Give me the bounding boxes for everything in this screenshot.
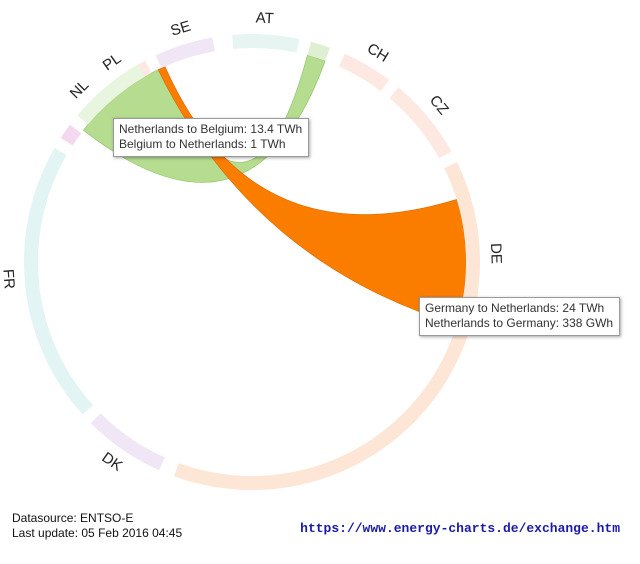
arc-fr[interactable] — [23, 148, 93, 415]
tooltip-germany-netherlands: Germany to Netherlands: 24 TWh Netherlan… — [419, 297, 621, 336]
label-nl: NL — [67, 77, 93, 103]
ribbon-germany-netherlands[interactable] — [157, 66, 467, 325]
label-fr: FR — [0, 268, 18, 289]
arc-nl[interactable] — [77, 64, 145, 125]
arc-ch[interactable] — [339, 53, 390, 92]
label-pl: PL — [100, 50, 125, 74]
tooltip-netherlands-belgium: Netherlands to Belgium: 13.4 TWh Belgium… — [113, 118, 310, 157]
footer: Datasource: ENTSO-E Last update: 05 Feb … — [12, 511, 182, 541]
datasource-text: Datasource: ENTSO-E — [12, 511, 134, 525]
label-cz: CZ — [426, 92, 452, 118]
arc-unlabeled-3[interactable] — [307, 41, 330, 61]
last-update-text: Last update: 05 Feb 2016 04:45 — [12, 526, 183, 540]
tooltip-line: Netherlands to Germany: 338 GWh — [425, 316, 614, 330]
label-at: AT — [255, 9, 274, 27]
arc-at[interactable] — [232, 34, 300, 53]
arc-dk[interactable] — [90, 413, 165, 471]
arc-unlabeled-9[interactable] — [60, 124, 82, 146]
label-se: SE — [169, 18, 193, 40]
tooltip-line: Germany to Netherlands: 24 TWh — [425, 301, 605, 315]
arc-se[interactable] — [155, 37, 215, 69]
label-ch: CH — [364, 40, 391, 66]
tooltip-line: Netherlands to Belgium: 13.4 TWh — [119, 122, 303, 136]
label-de: DE — [487, 243, 505, 264]
source-link[interactable]: https://www.energy-charts.de/exchange.ht… — [300, 521, 620, 536]
arc-cz[interactable] — [389, 87, 452, 159]
tooltip-line: Belgium to Netherlands: 1 TWh — [119, 137, 286, 151]
label-dk: DK — [99, 449, 126, 475]
